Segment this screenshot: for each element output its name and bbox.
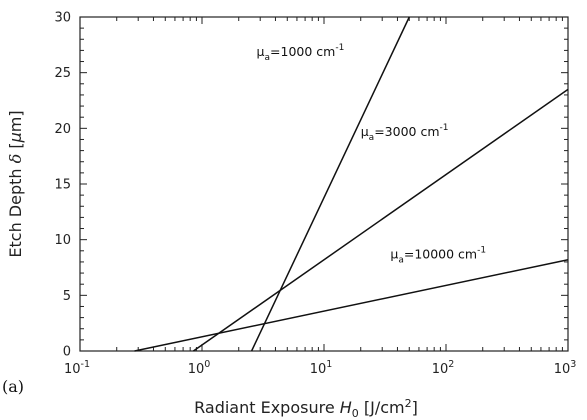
y-tick-label: 5 — [63, 289, 71, 304]
series-label-3: μa=10000 cm-1 — [390, 246, 486, 266]
x-tick-label: 101 — [310, 359, 333, 377]
series-label-2: μa=3000 cm-1 — [361, 123, 449, 143]
y-tick-label: 25 — [54, 66, 71, 81]
panel-label: (a) — [2, 377, 24, 396]
series-line-2 — [192, 88, 569, 352]
y-tick-label: 30 — [54, 11, 71, 26]
tick-marks — [79, 16, 569, 352]
series-line-1 — [250, 16, 410, 352]
x-tick-label: 102 — [432, 359, 455, 377]
x-tick-label: 100 — [188, 359, 211, 377]
series-labels: μa=1000 cm-1 μa=3000 cm-1 μa=10000 cm-1 — [257, 43, 487, 266]
y-tick-label: 10 — [54, 233, 71, 248]
x-tick-labels: 10-1 100 101 102 103 — [64, 359, 576, 377]
x-tick-label: 103 — [554, 359, 577, 377]
y-tick-label: 0 — [63, 345, 71, 360]
y-tick-labels: 0 5 10 15 20 25 30 — [54, 11, 71, 360]
y-axis-label: Etch Depth δ [μm] — [6, 110, 25, 257]
y-tick-label: 20 — [54, 122, 71, 137]
plot-frame — [79, 16, 569, 352]
x-axis-label: Radiant Exposure H0 [J/cm2] — [194, 397, 418, 420]
series-label-1: μa=1000 cm-1 — [257, 43, 345, 63]
y-tick-label: 15 — [54, 178, 71, 193]
x-tick-label: 10-1 — [64, 359, 90, 377]
series-lines — [134, 16, 569, 352]
series-line-3 — [134, 258, 569, 352]
